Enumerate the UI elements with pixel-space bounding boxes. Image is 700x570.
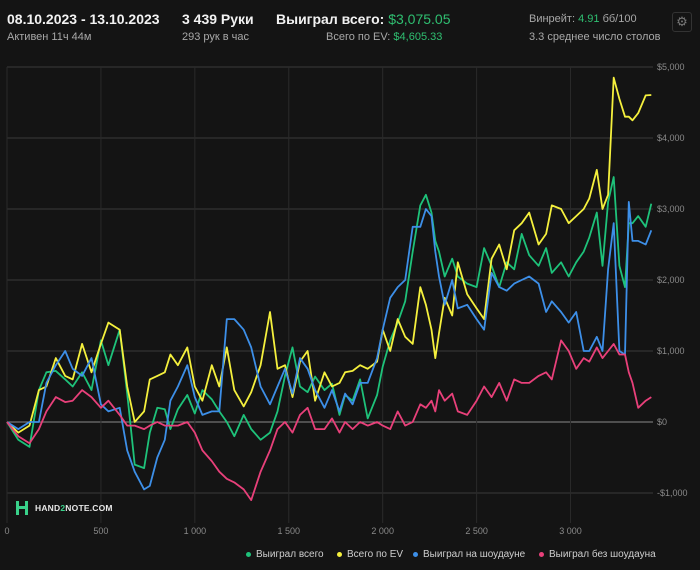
legend-label: Выиграл всего [256, 549, 324, 560]
legend-item[interactable]: Выиграл всего [246, 549, 324, 560]
winrate-value: 4.91 [578, 13, 600, 25]
x-tick-label: 500 [93, 526, 108, 536]
x-tick-label: 2 000 [371, 526, 394, 536]
date-range: 08.10.2023 - 13.10.2023 [7, 11, 160, 27]
winrate-label: Винрейт: [529, 13, 576, 25]
legend-label: Выиграл на шоудауне [423, 549, 526, 560]
winrate-unit: бб/100 [602, 13, 637, 25]
y-tick-label: $2,000 [657, 275, 685, 285]
ev-total-label: Всего по EV: [326, 31, 391, 43]
logo-text: HAND2NOTE.COM [35, 503, 113, 513]
legend-label: Всего по EV [347, 549, 404, 560]
x-tick-label: 2 500 [465, 526, 488, 536]
legend-dot-icon [337, 551, 342, 557]
legend-dot-icon [413, 551, 418, 557]
avg-tables: 3.3 среднее число столов [529, 31, 661, 43]
x-tick-label: 1 000 [184, 526, 207, 536]
legend-dot-icon [246, 551, 251, 557]
logo: HAND2NOTE.COM [14, 500, 113, 516]
y-tick-label: $4,000 [657, 133, 685, 143]
total-won-label: Выиграл всего: [276, 11, 385, 27]
summary-header: 08.10.2023 - 13.10.2023 Активен 11ч 44м … [0, 0, 700, 50]
legend-dot-icon [539, 551, 544, 557]
ev-total-value: $4,605.33 [393, 31, 443, 43]
x-tick-label: 0 [4, 526, 9, 536]
y-tick-label: $3,000 [657, 204, 685, 214]
series-line [6, 76, 652, 434]
hands-per-hour: 293 рук в час [182, 31, 250, 43]
winrate: Винрейт: 4.91 бб/100 [529, 13, 637, 25]
y-tick-label: $1,000 [657, 346, 685, 356]
total-won: Выиграл всего: $3,075.05 [276, 11, 451, 27]
hands-count: 3 439 Руки [182, 11, 254, 27]
legend-label: Выиграл без шоудауна [549, 549, 656, 560]
profit-chart: $5,000 $4,000 $3,000 $2,000 $1,000 $0 -$1,000 0… [4, 62, 688, 536]
y-tick-label: -$1,000 [657, 488, 688, 498]
active-time: Активен 11ч 44м [7, 31, 92, 43]
total-won-value: $3,075.05 [388, 11, 451, 27]
legend-item[interactable]: Выиграл без шоудауна [539, 549, 656, 560]
legend-item[interactable]: Выиграл на шоудауне [413, 549, 525, 560]
legend-item[interactable]: Всего по EV [337, 549, 403, 560]
ev-total: Всего по EV: $4,605.33 [326, 31, 442, 43]
logo-mark-icon [14, 500, 30, 516]
y-tick-label: $0 [657, 417, 667, 427]
series-line [6, 201, 653, 491]
gear-icon[interactable]: ⚙ [672, 12, 692, 32]
y-tick-label: $5,000 [657, 62, 685, 72]
x-tick-label: 3 000 [559, 526, 582, 536]
series-line [6, 176, 653, 469]
x-tick-label: 1 500 [278, 526, 301, 536]
series-line [6, 339, 652, 501]
